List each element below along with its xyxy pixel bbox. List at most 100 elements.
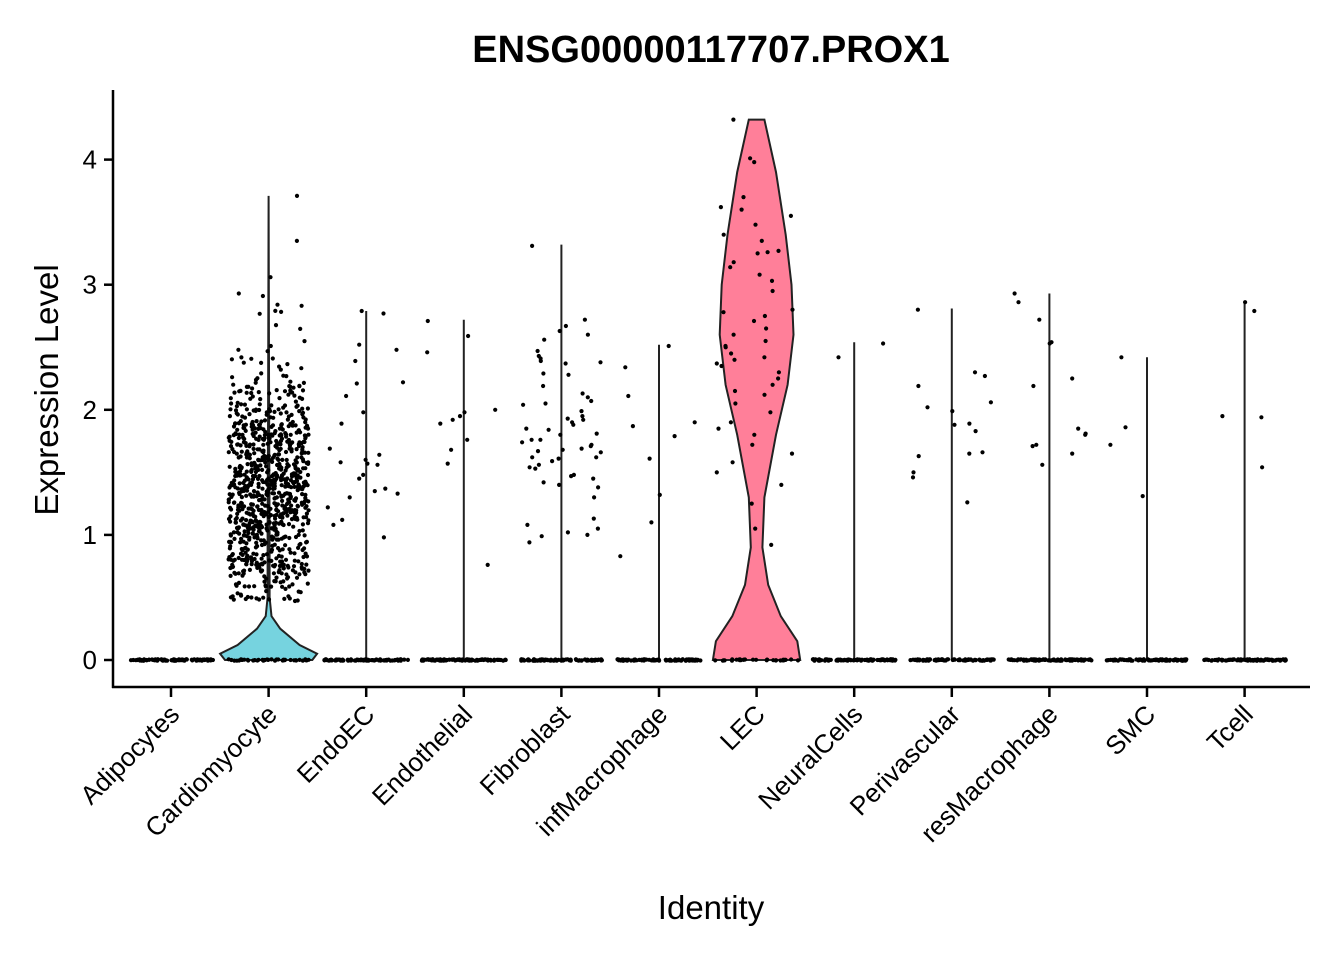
point-cardiomyocyte (261, 442, 266, 447)
point-cardiomyocyte (274, 529, 279, 534)
point-cardiomyocyte (228, 519, 233, 524)
point-cardiomyocyte (273, 562, 278, 568)
point-endoec (345, 658, 351, 663)
point-cardiomyocyte (294, 404, 299, 409)
point-cardiomyocyte (305, 581, 310, 586)
point-cardiomyocyte (270, 423, 276, 428)
point-cardiomyocyte (298, 469, 303, 475)
point-fibroblast (580, 414, 585, 419)
point-lec (741, 657, 747, 662)
point-adipocytes (172, 657, 177, 662)
point-cardiomyocyte (288, 379, 293, 384)
point-fibroblast (530, 455, 535, 460)
point-cardiomyocyte (268, 440, 273, 445)
y-tick-label: 1 (83, 520, 97, 550)
point-cardiomyocyte (287, 535, 292, 541)
point-cardiomyocyte (251, 433, 256, 439)
point-perivascular (988, 400, 994, 405)
point-cardiomyocyte (259, 371, 264, 376)
point-resmacrophage (1042, 657, 1047, 663)
point-cardiomyocyte (283, 557, 289, 562)
point-neuralcells (813, 657, 818, 662)
point-cardiomyocyte (253, 514, 258, 519)
point-infmacrophage (657, 492, 662, 497)
point-perivascular (972, 657, 977, 662)
point-cardiomyocyte (306, 657, 311, 662)
point-cardiomyocyte (284, 506, 289, 511)
point-perivascular (965, 500, 970, 505)
point-cardiomyocyte (294, 515, 299, 520)
point-cardiomyocyte (286, 565, 291, 570)
point-cardiomyocyte (260, 501, 265, 506)
point-fibroblast (588, 444, 593, 449)
point-cardiomyocyte (264, 410, 269, 415)
point-endothelial (492, 657, 497, 662)
point-lec (763, 338, 768, 344)
point-cardiomyocyte (269, 526, 275, 531)
point-cardiomyocyte (271, 521, 276, 526)
point-lec (778, 658, 783, 663)
point-cardiomyocyte (258, 568, 263, 574)
point-cardiomyocyte (267, 519, 272, 525)
point-neuralcells (855, 657, 861, 662)
point-cardiomyocyte (229, 439, 234, 444)
point-cardiomyocyte (287, 584, 292, 589)
point-lec (788, 213, 794, 218)
point-cardiomyocyte (237, 531, 242, 536)
point-cardiomyocyte (250, 386, 255, 391)
point-fibroblast (541, 480, 546, 485)
point-cardiomyocyte (294, 193, 300, 198)
point-cardiomyocyte (279, 422, 284, 427)
point-cardiomyocyte (301, 380, 306, 385)
point-fibroblast (556, 456, 561, 461)
point-tcell (1243, 300, 1248, 305)
point-cardiomyocyte (238, 540, 243, 545)
point-smc (1108, 442, 1113, 447)
point-endoec (396, 658, 401, 663)
point-cardiomyocyte (306, 450, 311, 455)
point-cardiomyocyte (297, 440, 302, 445)
point-lec (790, 307, 795, 312)
point-perivascular (968, 657, 973, 662)
point-fibroblast (540, 657, 546, 662)
point-cardiomyocyte (226, 450, 231, 455)
point-infmacrophage (625, 658, 630, 663)
point-neuralcells (835, 657, 840, 662)
point-resmacrophage (1012, 658, 1017, 663)
point-resmacrophage (1012, 291, 1017, 296)
point-cardiomyocyte (265, 477, 270, 483)
point-cardiomyocyte (253, 518, 258, 523)
y-axis-title: Expression Level (28, 264, 65, 515)
point-smc (1119, 355, 1124, 360)
point-cardiomyocyte (244, 510, 249, 515)
point-lec (753, 526, 758, 531)
point-cardiomyocyte (273, 478, 278, 483)
point-neuralcells (852, 657, 858, 663)
point-cardiomyocyte (302, 533, 307, 538)
point-cardiomyocyte (249, 595, 254, 600)
point-cardiomyocyte (299, 366, 304, 371)
point-endoec (339, 421, 344, 426)
point-cardiomyocyte (232, 390, 237, 395)
point-endoec (353, 358, 358, 364)
point-perivascular (967, 421, 972, 426)
point-cardiomyocyte (277, 448, 282, 453)
point-cardiomyocyte (301, 466, 306, 471)
point-lec (722, 658, 727, 663)
point-cardiomyocyte (302, 546, 307, 551)
point-cardiomyocyte (281, 535, 286, 540)
point-resmacrophage (1047, 341, 1052, 346)
point-cardiomyocyte (241, 435, 246, 440)
point-cardiomyocyte (256, 390, 261, 395)
point-cardiomyocyte (299, 566, 305, 571)
point-cardiomyocyte (288, 657, 293, 663)
point-endothelial (462, 410, 467, 415)
point-cardiomyocyte (264, 512, 269, 517)
point-endoec (375, 462, 380, 467)
point-cardiomyocyte (253, 545, 258, 550)
point-neuralcells (838, 658, 844, 663)
point-cardiomyocyte (236, 291, 241, 296)
point-lec (721, 232, 726, 237)
point-cardiomyocyte (293, 423, 298, 428)
point-cardiomyocyte (260, 478, 265, 483)
